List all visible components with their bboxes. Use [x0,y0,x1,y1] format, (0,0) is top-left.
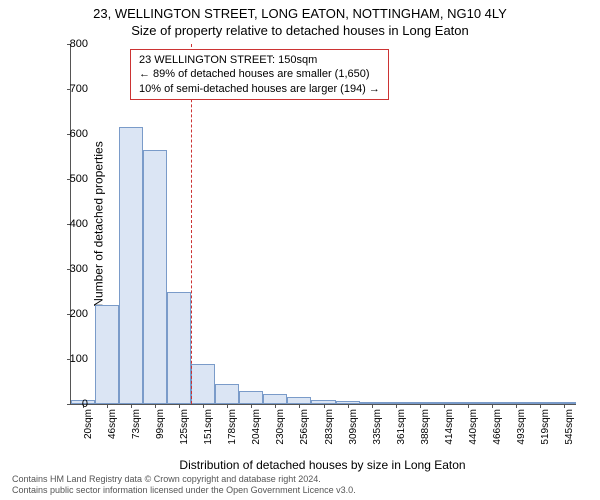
page-subtitle: Size of property relative to detached ho… [0,21,600,38]
x-tick-mark [444,404,445,408]
x-axis-label: Distribution of detached houses by size … [70,458,575,472]
annotation-line2: ← 89% of detached houses are smaller (1,… [139,67,380,81]
histogram-bar [263,394,287,404]
annotation-line3: 10% of semi-detached houses are larger (… [139,82,380,96]
x-tick-mark [227,404,228,408]
x-tick-mark [540,404,541,408]
histogram-bar [167,292,191,405]
x-tick-mark [155,404,156,408]
y-tick-label: 0 [58,398,88,410]
y-tick-label: 100 [58,353,88,365]
x-tick-label: 493sqm [516,409,527,459]
y-tick-label: 300 [58,263,88,275]
x-tick-label: 125sqm [179,409,190,459]
histogram-bar [287,397,311,404]
x-tick-mark [468,404,469,408]
x-tick-mark [372,404,373,408]
y-tick-label: 600 [58,128,88,140]
y-tick-label: 400 [58,218,88,230]
x-tick-mark [564,404,565,408]
y-tick-label: 800 [58,38,88,50]
histogram-bar [95,305,119,404]
x-tick-mark [299,404,300,408]
footer-line2: Contains public sector information licen… [12,485,356,496]
page-title-address: 23, WELLINGTON STREET, LONG EATON, NOTTI… [0,0,600,21]
x-tick-label: 204sqm [251,409,262,459]
histogram-bar [239,391,263,405]
x-tick-label: 309sqm [348,409,359,459]
x-tick-label: 46sqm [107,409,118,459]
x-tick-mark [420,404,421,408]
annotation-callout: 23 WELLINGTON STREET: 150sqm ← 89% of de… [130,49,389,100]
x-tick-mark [131,404,132,408]
x-tick-label: 361sqm [396,409,407,459]
histogram-bar [143,150,167,404]
histogram-bar [191,364,215,405]
x-tick-mark [203,404,204,408]
x-tick-label: 466sqm [492,409,503,459]
x-tick-label: 151sqm [203,409,214,459]
footer-line1: Contains HM Land Registry data © Crown c… [12,474,356,485]
x-tick-label: 388sqm [420,409,431,459]
x-tick-label: 519sqm [540,409,551,459]
x-tick-mark [324,404,325,408]
y-tick-label: 700 [58,83,88,95]
x-tick-mark [251,404,252,408]
x-tick-mark [275,404,276,408]
x-tick-label: 335sqm [372,409,383,459]
y-tick-label: 200 [58,308,88,320]
x-tick-label: 230sqm [275,409,286,459]
footer-attribution: Contains HM Land Registry data © Crown c… [12,474,356,497]
x-tick-label: 178sqm [227,409,238,459]
x-tick-label: 99sqm [155,409,166,459]
histogram-bar [119,127,143,404]
y-tick-label: 500 [58,173,88,185]
x-tick-label: 283sqm [324,409,335,459]
x-tick-label: 256sqm [299,409,310,459]
x-tick-mark [179,404,180,408]
x-tick-mark [396,404,397,408]
histogram-bar [215,384,239,404]
x-tick-label: 414sqm [444,409,455,459]
x-tick-label: 20sqm [83,409,94,459]
x-tick-label: 440sqm [468,409,479,459]
x-tick-mark [348,404,349,408]
x-tick-mark [107,404,108,408]
x-tick-label: 545sqm [564,409,575,459]
annotation-line1: 23 WELLINGTON STREET: 150sqm [139,53,380,67]
x-tick-label: 73sqm [131,409,142,459]
x-tick-mark [492,404,493,408]
x-tick-mark [516,404,517,408]
